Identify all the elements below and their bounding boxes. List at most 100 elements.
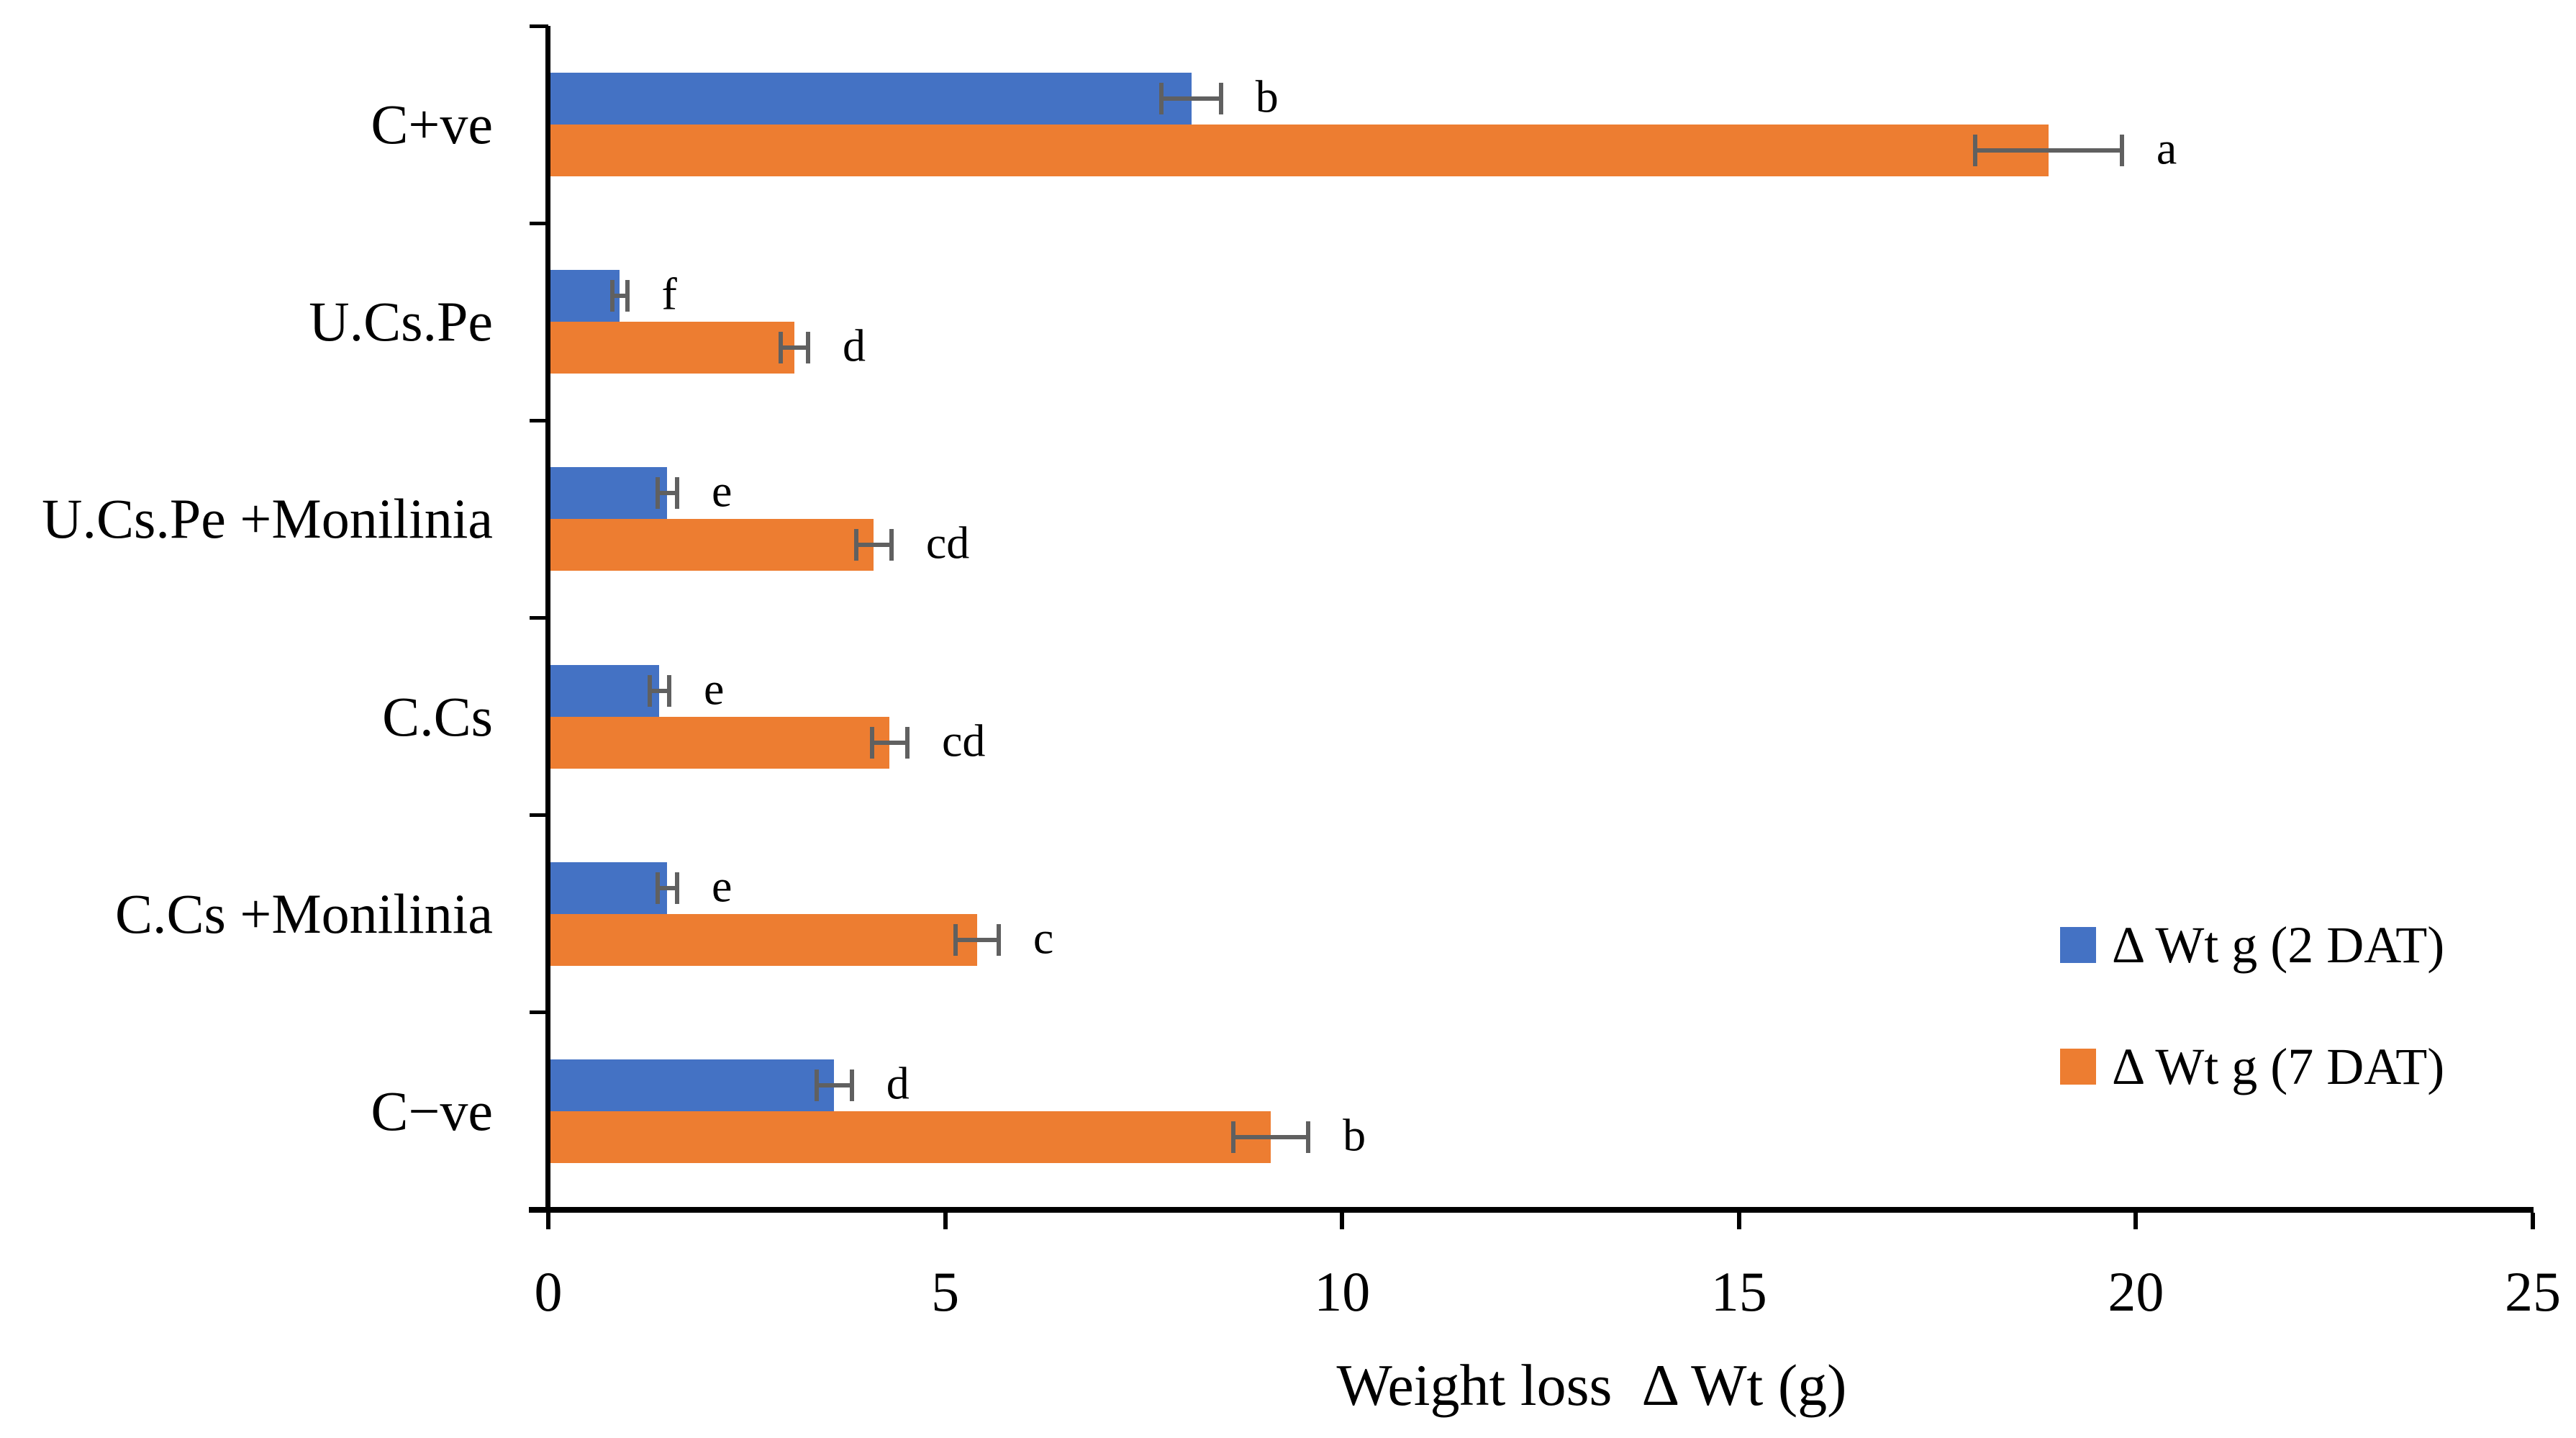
significance-letter: b — [1255, 71, 1279, 122]
error-bar-cap-left — [647, 674, 652, 707]
error-bar — [610, 280, 630, 312]
significance-letter: cd — [925, 517, 970, 569]
error-bar-cap-right — [1306, 1121, 1311, 1153]
legend-label: Δ Wt g (2 DAT) — [2112, 916, 2445, 974]
x-axis-title: Weight loss Δ Wt (g) — [1336, 1352, 1847, 1418]
error-bar-cap-right — [996, 923, 1001, 956]
bar-2dat — [548, 467, 668, 520]
bar-7dat — [548, 322, 794, 374]
error-bar-stem — [1159, 96, 1223, 101]
x-axis-tick — [943, 1213, 948, 1229]
error-bar-cap-left — [778, 332, 783, 364]
error-bar — [814, 1069, 854, 1101]
error-bar-cap-left — [655, 872, 660, 904]
error-bar-stem — [1230, 1134, 1311, 1139]
error-bar-cap-left — [1230, 1121, 1235, 1153]
error-bar-cap-right — [625, 280, 630, 312]
significance-letter: e — [712, 860, 733, 912]
x-axis-line — [529, 1207, 2534, 1213]
error-bar — [953, 923, 1001, 956]
legend-swatch-7dat — [2060, 1049, 2096, 1085]
category-label: C.Cs — [382, 684, 493, 748]
bar-7dat — [548, 913, 977, 966]
significance-letter: e — [703, 663, 725, 715]
x-axis-tick — [546, 1213, 550, 1229]
significance-letter: cd — [941, 715, 986, 767]
x-tick-label: 10 — [1314, 1260, 1371, 1323]
error-bar-stem — [1973, 148, 2124, 153]
error-bar — [1159, 83, 1223, 115]
x-tick-label: 5 — [931, 1260, 960, 1323]
error-bar-stem — [853, 543, 894, 548]
x-axis-tick — [2133, 1213, 2139, 1229]
category-label: U.Cs.Pe — [309, 290, 493, 353]
y-axis-line — [545, 26, 550, 1213]
category-label: C+ve — [371, 93, 493, 156]
x-tick-label: 0 — [534, 1260, 563, 1323]
significance-letter: b — [1343, 1109, 1366, 1161]
category-label: C−ve — [371, 1079, 493, 1142]
error-bar-cap-left — [1159, 83, 1164, 115]
significance-letter: c — [1033, 912, 1054, 964]
error-bar-cap-left — [655, 477, 660, 510]
error-bar-cap-right — [675, 872, 680, 904]
significance-letter: a — [2156, 122, 2177, 174]
error-bar-cap-left — [610, 280, 615, 312]
x-tick-label: 25 — [2505, 1260, 2561, 1323]
error-bar-stem — [655, 491, 680, 496]
legend-item: Δ Wt g (7 DAT) — [2060, 1041, 2444, 1093]
error-bar-cap-left — [814, 1069, 819, 1101]
error-bar-stem — [953, 937, 1001, 942]
legend-item: Δ Wt g (2 DAT) — [2060, 919, 2444, 971]
y-axis-tick — [530, 418, 548, 422]
error-bar-cap-right — [1218, 83, 1223, 115]
category-label: C.Cs +Monilinia — [114, 882, 493, 945]
error-bar-stem — [814, 1082, 854, 1087]
error-bar-cap-left — [869, 726, 874, 759]
x-axis-tick — [1736, 1213, 1741, 1229]
error-bar-stem — [647, 688, 671, 693]
error-bar-stem — [610, 294, 630, 299]
error-bar — [647, 674, 671, 707]
bar-2dat — [548, 1059, 835, 1111]
bar-2dat — [548, 862, 668, 914]
error-bar-cap-right — [849, 1069, 854, 1101]
legend-swatch-2dat — [2060, 927, 2096, 963]
significance-letter: e — [712, 465, 733, 517]
error-bar — [869, 726, 910, 759]
bar-2dat — [548, 73, 1192, 125]
error-bar-cap-right — [889, 529, 894, 561]
y-axis-tick — [530, 1010, 548, 1015]
y-axis-tick — [530, 24, 548, 28]
error-bar-cap-right — [904, 726, 910, 759]
error-bar-stem — [869, 740, 910, 745]
error-bar — [778, 332, 811, 364]
error-bar-cap-left — [1973, 135, 1978, 167]
error-bar — [655, 477, 680, 510]
error-bar — [1973, 135, 2124, 167]
error-bar-stem — [778, 345, 811, 351]
error-bar — [655, 872, 680, 904]
error-bar — [1230, 1121, 1311, 1153]
y-axis-tick — [530, 616, 548, 620]
bar-7dat — [548, 125, 2049, 177]
significance-letter: f — [661, 268, 677, 320]
error-bar — [853, 529, 894, 561]
error-bar-cap-right — [806, 332, 811, 364]
error-bar-cap-left — [853, 529, 858, 561]
x-axis-tick — [2531, 1213, 2535, 1229]
error-bar-cap-right — [666, 674, 671, 707]
x-axis-tick — [1340, 1213, 1345, 1229]
error-bar-cap-right — [675, 477, 680, 510]
bar-7dat — [548, 1111, 1271, 1163]
bar-7dat — [548, 519, 874, 571]
category-label: U.Cs.Pe +Monilinia — [42, 487, 493, 551]
error-bar-cap-left — [953, 923, 958, 956]
x-tick-label: 15 — [1710, 1260, 1767, 1323]
error-bar-stem — [655, 885, 680, 890]
bar-2dat — [548, 270, 620, 322]
significance-letter: d — [886, 1057, 910, 1109]
legend-label: Δ Wt g (7 DAT) — [2112, 1038, 2445, 1095]
